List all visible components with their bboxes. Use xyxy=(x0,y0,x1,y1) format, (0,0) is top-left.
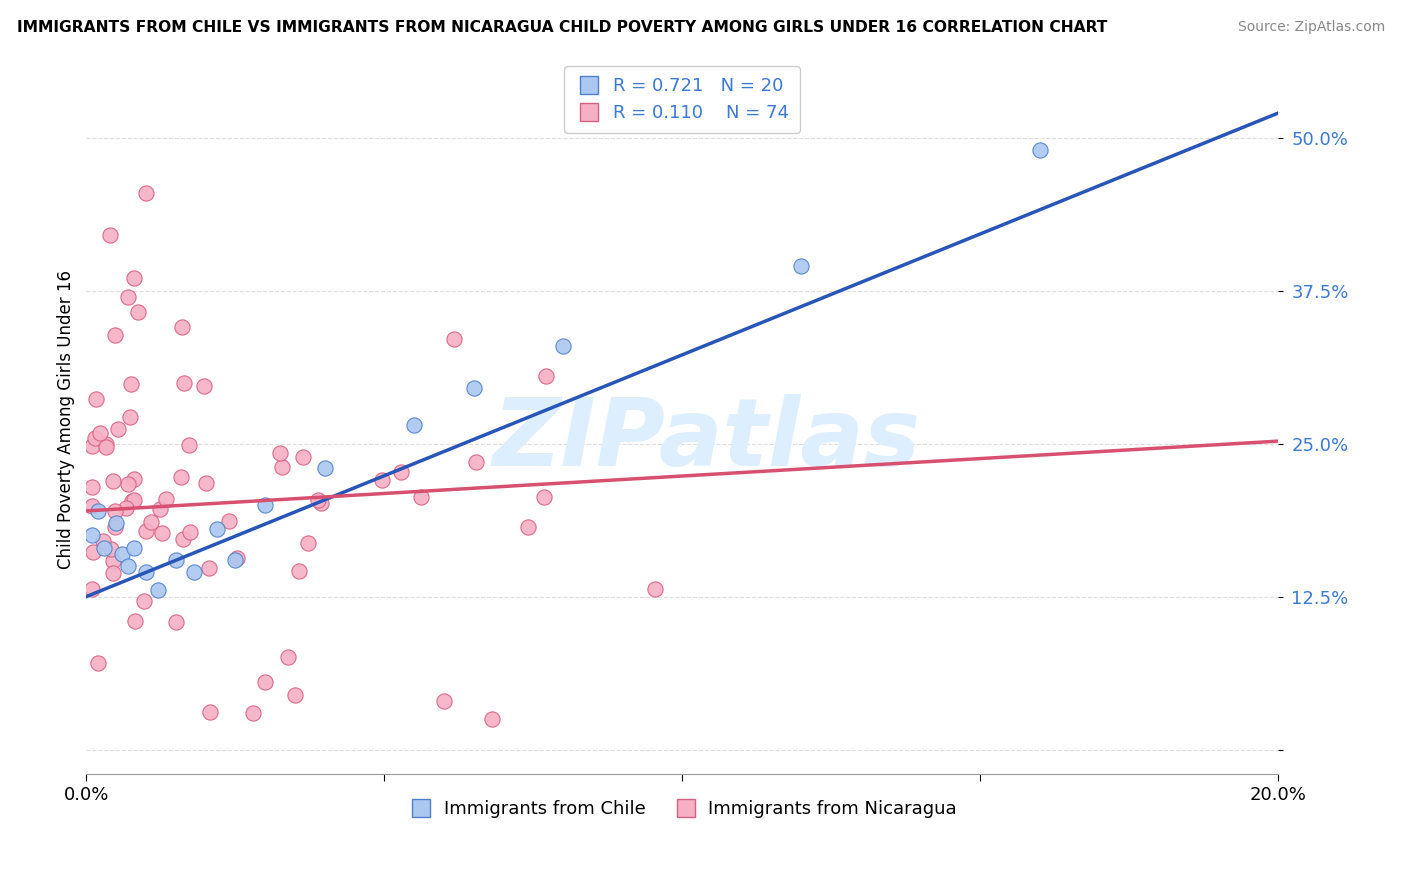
Point xyxy=(254,675,277,690)
Point xyxy=(89,425,111,440)
Point xyxy=(94,437,117,451)
Point xyxy=(104,519,127,533)
Point xyxy=(194,476,217,491)
Point xyxy=(291,450,314,465)
Point xyxy=(242,706,264,720)
Point xyxy=(389,465,412,479)
Point xyxy=(122,493,145,508)
Point xyxy=(200,705,222,719)
Point xyxy=(117,477,139,491)
Point xyxy=(155,491,177,506)
Point xyxy=(307,493,329,508)
Point xyxy=(127,305,149,319)
Point xyxy=(534,369,557,384)
Point xyxy=(404,418,426,433)
Point xyxy=(101,474,124,488)
Point xyxy=(135,524,157,539)
Point xyxy=(314,461,336,475)
Point xyxy=(481,712,503,726)
Point xyxy=(463,382,485,396)
Point xyxy=(790,259,813,273)
Point xyxy=(82,499,104,513)
Point xyxy=(82,480,104,494)
Legend: Immigrants from Chile, Immigrants from Nicaragua: Immigrants from Chile, Immigrants from N… xyxy=(401,793,965,825)
Point xyxy=(170,470,193,484)
Point xyxy=(82,528,104,542)
Point xyxy=(82,439,104,453)
Point xyxy=(87,504,110,518)
Point xyxy=(173,376,195,390)
Point xyxy=(117,290,139,304)
Point xyxy=(309,496,332,510)
Point xyxy=(254,498,277,512)
Point xyxy=(149,502,172,516)
Text: IMMIGRANTS FROM CHILE VS IMMIGRANTS FROM NICARAGUA CHILD POVERTY AMONG GIRLS UND: IMMIGRANTS FROM CHILE VS IMMIGRANTS FROM… xyxy=(17,20,1108,35)
Point xyxy=(165,553,187,567)
Point xyxy=(207,522,229,536)
Point xyxy=(101,554,124,568)
Point xyxy=(517,520,540,534)
Y-axis label: Child Poverty Among Girls Under 16: Child Poverty Among Girls Under 16 xyxy=(58,269,75,568)
Point xyxy=(93,534,115,549)
Point xyxy=(179,525,201,540)
Point xyxy=(135,186,157,200)
Point xyxy=(122,271,145,285)
Point xyxy=(104,504,127,518)
Point xyxy=(107,422,129,436)
Point xyxy=(93,541,115,555)
Point xyxy=(96,440,118,454)
Point xyxy=(465,455,488,469)
Point xyxy=(198,561,221,575)
Point xyxy=(287,564,309,578)
Point xyxy=(271,460,294,475)
Point xyxy=(443,332,465,346)
Point xyxy=(135,565,157,579)
Point xyxy=(370,473,392,487)
Point xyxy=(111,547,134,561)
Point xyxy=(224,553,246,567)
Point xyxy=(114,501,136,516)
Point xyxy=(433,694,456,708)
Point xyxy=(172,532,194,546)
Point xyxy=(122,472,145,486)
Point xyxy=(82,545,104,559)
Point xyxy=(533,490,555,504)
Point xyxy=(277,650,299,665)
Point xyxy=(218,514,240,528)
Point xyxy=(124,614,146,628)
Point xyxy=(1029,143,1052,157)
Point xyxy=(284,688,307,702)
Point xyxy=(193,379,215,393)
Point xyxy=(104,327,127,342)
Point xyxy=(150,525,173,540)
Text: ZIPatlas: ZIPatlas xyxy=(492,394,920,486)
Point xyxy=(551,338,574,352)
Point xyxy=(177,438,200,452)
Point xyxy=(87,656,110,670)
Point xyxy=(120,376,142,391)
Point xyxy=(84,431,107,445)
Text: Source: ZipAtlas.com: Source: ZipAtlas.com xyxy=(1237,20,1385,34)
Point xyxy=(170,320,193,334)
Point xyxy=(98,228,121,243)
Point xyxy=(183,565,205,579)
Point xyxy=(139,516,162,530)
Point xyxy=(100,542,122,557)
Point xyxy=(82,582,104,597)
Point xyxy=(134,593,156,607)
Point xyxy=(644,582,666,597)
Point xyxy=(86,392,108,406)
Point xyxy=(118,410,141,425)
Point xyxy=(117,559,139,574)
Point xyxy=(165,615,187,629)
Point xyxy=(105,516,128,530)
Point xyxy=(409,490,432,504)
Point xyxy=(226,550,249,565)
Point xyxy=(297,536,319,550)
Point xyxy=(146,583,169,598)
Point xyxy=(122,541,145,555)
Point xyxy=(121,494,143,508)
Point xyxy=(101,566,124,581)
Point xyxy=(269,446,291,460)
